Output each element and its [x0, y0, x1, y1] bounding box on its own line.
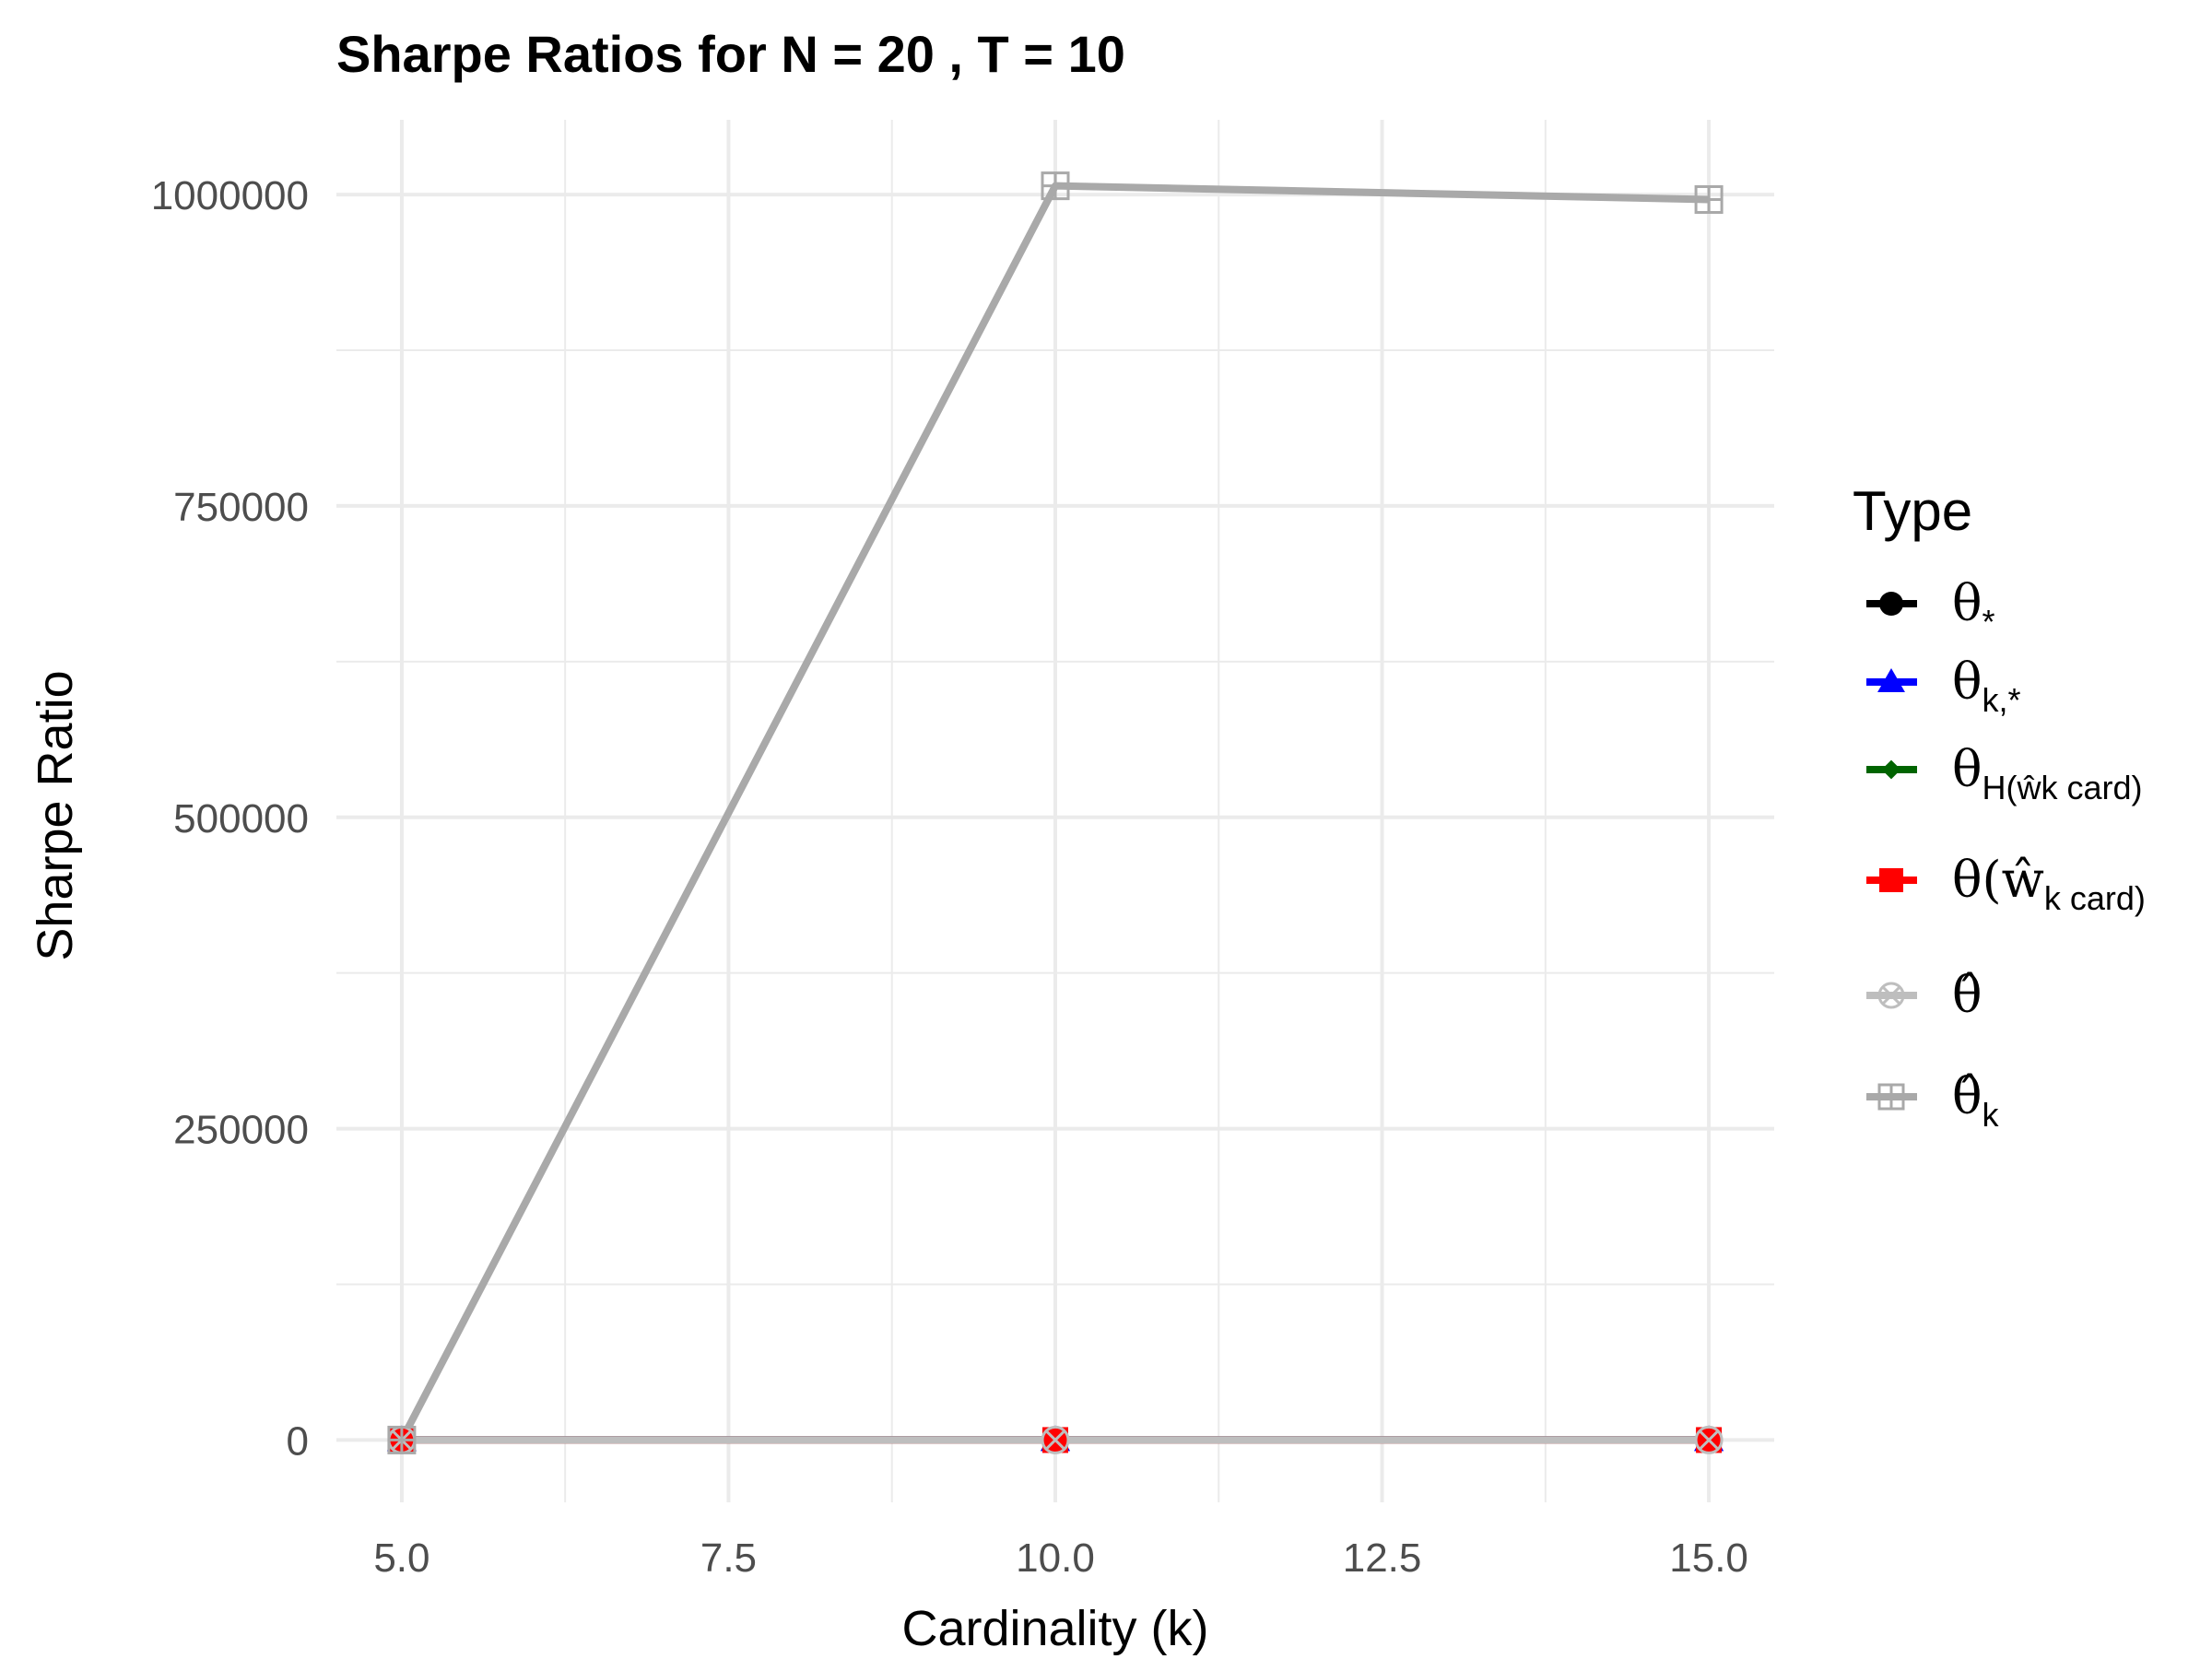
x-tick-label: 12.5 — [1343, 1535, 1422, 1581]
legend-label-sub: * — [1983, 603, 1995, 641]
data-point-s4-1-ring — [1041, 1425, 1070, 1454]
y-tick-label: 0 — [287, 1418, 309, 1464]
y-tick-label: 750000 — [173, 485, 309, 530]
data-point-s5-2 — [1694, 184, 1724, 214]
legend-label: θ̂k — [1952, 1067, 2000, 1134]
legend-key-marker-cross-b — [1881, 985, 1901, 1006]
legend-key-marker — [1881, 759, 1901, 780]
y-axis-title: Sharpe Ratio — [28, 670, 83, 960]
x-tick-label: 15.0 — [1669, 1535, 1748, 1581]
data-point-s4-2-ring — [1694, 1425, 1724, 1454]
legend-label-sub: k card) — [2044, 879, 2146, 917]
chart-title: Sharpe Ratios for N = 20 , T = 10 — [336, 25, 1125, 83]
x-axis-title: Cardinality (k) — [901, 1601, 1208, 1656]
data-point-s4-2-cross-b — [1699, 1430, 1719, 1451]
data-point-s4-1 — [1041, 1425, 1070, 1454]
legend-label-sub: k — [1983, 1096, 2000, 1134]
legend-item-2: θH(ŵk card) — [1866, 740, 2143, 806]
legend-item-4: θ̂ — [1866, 966, 1983, 1024]
data-point-s5-1 — [1041, 171, 1070, 201]
data-point-s5-0 — [387, 1425, 417, 1454]
legend-label: θH(ŵk card) — [1952, 740, 2143, 806]
legend-label: θ* — [1952, 574, 1995, 641]
legend-label-sub: H(ŵk card) — [1983, 769, 2143, 806]
legend-key-marker — [1877, 668, 1905, 693]
y-tick-label: 1000000 — [151, 173, 309, 218]
legend-key-marker — [1879, 868, 1903, 892]
legend-label: θk,* — [1952, 653, 2021, 719]
series-markers — [386, 171, 1724, 1454]
legend-label-sub: k,* — [1983, 681, 2021, 719]
x-tick-labels: 5.0 7.5 10.0 12.5 15.0 — [373, 1535, 1748, 1581]
legend-key-marker — [1877, 1083, 1905, 1111]
legend-title: Type — [1853, 480, 1972, 542]
y-tick-label: 250000 — [173, 1108, 309, 1153]
legend-label: θ̂ — [1952, 966, 1983, 1024]
y-tick-labels: 0 250000 500000 750000 1000000 — [151, 173, 309, 1464]
x-tick-label: 10.0 — [1016, 1535, 1095, 1581]
data-point-s4-2 — [1694, 1425, 1724, 1454]
legend-item-3: θ(ŵk card) — [1866, 851, 2146, 917]
grid — [336, 120, 1774, 1502]
legend-key-marker — [1877, 982, 1905, 1009]
x-tick-label: 7.5 — [700, 1535, 757, 1581]
legend: θ* θk,* θH(ŵk card) θ(ŵk card) θ̂ θ̂k — [1866, 574, 2146, 1134]
legend-key-marker — [1879, 592, 1903, 616]
legend-label: θ(ŵk card) — [1952, 851, 2146, 917]
data-point-s4-1-cross-b — [1045, 1430, 1065, 1451]
legend-key-marker-ring — [1877, 982, 1905, 1009]
legend-item-1: θk,* — [1866, 653, 2021, 719]
legend-item-0: θ* — [1866, 574, 1995, 641]
legend-item-5: θ̂k — [1866, 1067, 2000, 1134]
x-tick-label: 5.0 — [373, 1535, 429, 1581]
y-tick-label: 500000 — [173, 796, 309, 841]
